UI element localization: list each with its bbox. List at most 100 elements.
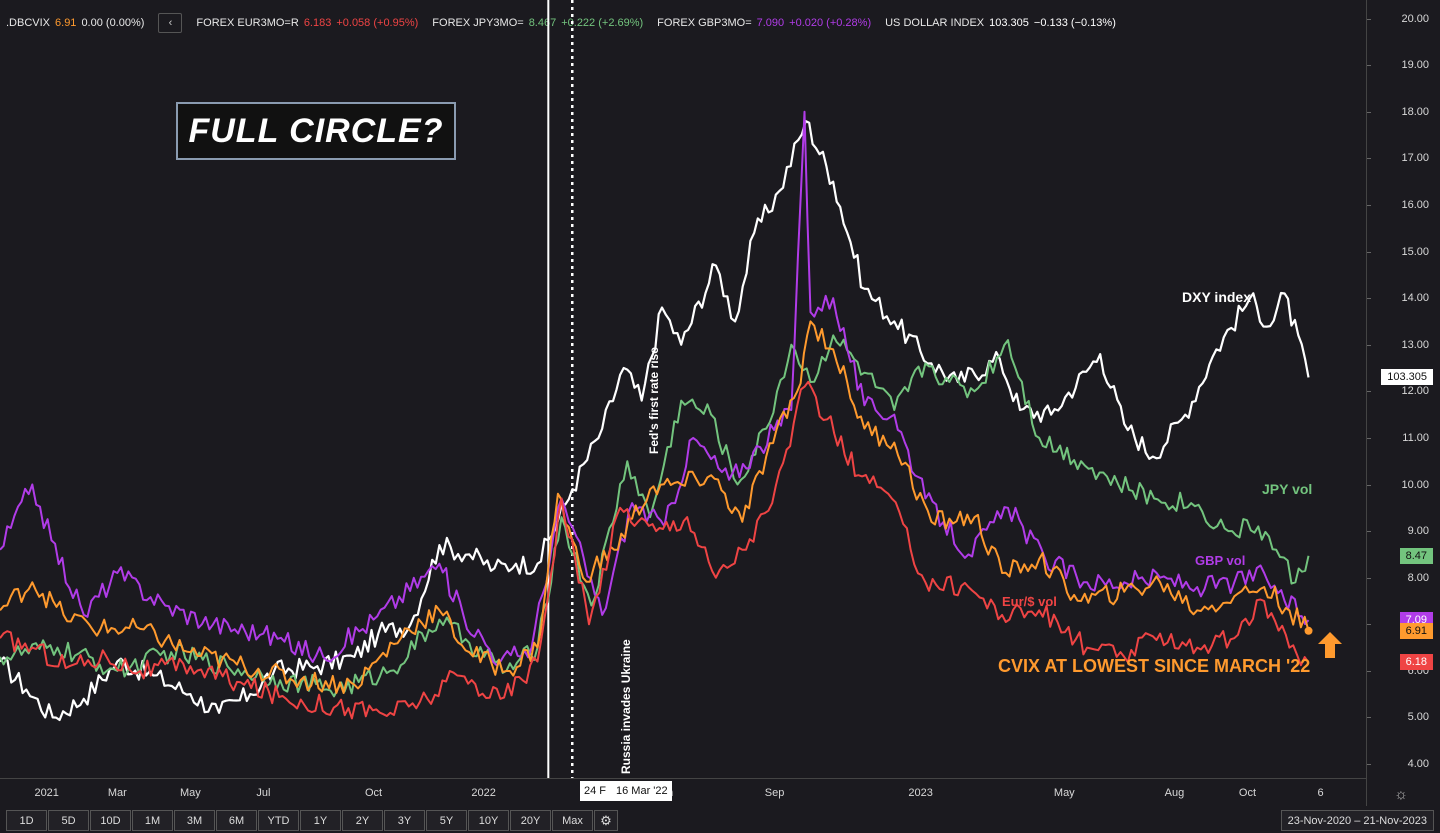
- last-value-badge: 103.305: [1381, 369, 1433, 386]
- legend-value: 7.090: [756, 17, 785, 29]
- fed-date-marker: 16 Mar '22: [612, 781, 672, 801]
- y-tick-mark: [1367, 670, 1371, 672]
- cvix-annotation: CVIX AT LOWEST SINCE MARCH '22: [998, 656, 1311, 676]
- series-line-forex-jpy3mo-[interactable]: [0, 334, 1310, 698]
- y-tick-label: 13.00: [1401, 338, 1429, 351]
- chart-title-box: FULL CIRCLE?: [176, 102, 456, 160]
- x-tick-label: Aug: [1164, 787, 1185, 799]
- y-tick-mark: [1367, 391, 1371, 393]
- series-line-forex-eur3mo-r[interactable]: [0, 380, 1310, 720]
- x-tick-label: May: [1053, 787, 1075, 799]
- range-button-10d[interactable]: 10D: [90, 810, 131, 831]
- y-tick-label: 4.00: [1407, 758, 1429, 771]
- legend-name: FOREX GBP3MO=: [657, 17, 752, 29]
- gbp-annotation: GBP vol: [1195, 553, 1246, 568]
- range-button-1d[interactable]: 1D: [6, 810, 47, 831]
- y-axis[interactable]: 4.005.006.007.008.009.0010.0011.0012.001…: [1366, 0, 1440, 806]
- chart-title: FULL CIRCLE?: [188, 111, 444, 150]
- y-tick-mark: [1367, 111, 1371, 113]
- x-tick-label: Mar: [107, 787, 127, 799]
- y-tick-mark: [1367, 65, 1371, 67]
- y-tick-label: 14.00: [1401, 292, 1429, 305]
- legend-value: 8.467: [528, 17, 557, 29]
- legend-value: 103.305: [989, 17, 1029, 29]
- x-tick-label: 6: [1317, 787, 1324, 799]
- jpy-annotation: JPY vol: [1262, 481, 1313, 497]
- series-line-forex-gbp3mo-[interactable]: [0, 110, 1310, 667]
- x-tick-label: Oct: [364, 787, 383, 799]
- range-button-6m[interactable]: 6M: [216, 810, 257, 831]
- legend-bar: .DBCVIX 6.91 0.00 (0.00%) ‹ FOREX EUR3MO…: [6, 12, 1116, 34]
- x-axis[interactable]: 2021MarMayJulOct2022JunSep2023MayAugOct6: [0, 778, 1366, 807]
- y-tick-label: 15.00: [1401, 245, 1429, 258]
- legend-change: +0.222 (+2.69%): [561, 17, 644, 29]
- y-tick-label: 20.00: [1401, 12, 1429, 25]
- y-tick-mark: [1367, 204, 1371, 206]
- y-tick-mark: [1367, 344, 1371, 346]
- y-tick-mark: [1367, 437, 1371, 439]
- range-toolbar: 1D 5D 10D 1M 3M 6M YTD 1Y 2Y 3Y 5Y 10Y 2…: [0, 806, 1440, 833]
- legend-value: 6.91: [55, 17, 77, 29]
- range-button-1y[interactable]: 1Y: [300, 810, 341, 831]
- legend-item-eur[interactable]: FOREX EUR3MO=R 6.183 +0.058 (+0.95%): [196, 17, 418, 29]
- dxy-annotation: DXY index: [1182, 289, 1251, 305]
- legend-name: FOREX EUR3MO=R: [196, 17, 299, 29]
- range-button-20y[interactable]: 20Y: [510, 810, 551, 831]
- russia-event-label: Russia invades Ukraine: [619, 639, 633, 774]
- y-tick-mark: [1367, 624, 1371, 626]
- arrow-up-icon: [1318, 632, 1342, 658]
- range-button-1m[interactable]: 1M: [132, 810, 173, 831]
- series-line--dbcvix[interactable]: [0, 320, 1310, 694]
- legend-name: FOREX JPY3MO=: [432, 17, 524, 29]
- legend-item-dbcvix[interactable]: .DBCVIX 6.91 0.00 (0.00%): [6, 17, 144, 29]
- last-value-badge: 6.91: [1399, 622, 1433, 639]
- legend-change: 0.00 (0.00%): [81, 17, 145, 29]
- fed-event-label: Fed's first rate rise: [647, 347, 661, 454]
- x-tick-label: 2023: [908, 787, 933, 799]
- y-tick-label: 12.00: [1401, 385, 1429, 398]
- y-tick-mark: [1367, 531, 1371, 533]
- y-tick-mark: [1367, 764, 1371, 766]
- range-button-5d[interactable]: 5D: [48, 810, 89, 831]
- series-line-us-dollar-index[interactable]: [0, 120, 1310, 722]
- y-tick-label: 10.00: [1401, 478, 1429, 491]
- legend-item-dxy[interactable]: US DOLLAR INDEX 103.305 −0.133 (−0.13%): [885, 17, 1116, 29]
- y-tick-label: 17.00: [1401, 152, 1429, 165]
- range-button-10y[interactable]: 10Y: [468, 810, 509, 831]
- x-tick-label: 2022: [471, 787, 496, 799]
- range-button-2y[interactable]: 2Y: [342, 810, 383, 831]
- range-button-max[interactable]: Max: [552, 810, 593, 831]
- y-tick-mark: [1367, 18, 1371, 20]
- legend-change: +0.020 (+0.28%): [789, 17, 872, 29]
- y-tick-label: 16.00: [1401, 198, 1429, 211]
- y-tick-mark: [1367, 251, 1371, 253]
- y-tick-mark: [1367, 577, 1371, 579]
- range-button-3y[interactable]: 3Y: [384, 810, 425, 831]
- y-tick-mark: [1367, 484, 1371, 486]
- y-tick-label: 5.00: [1407, 711, 1429, 724]
- legend-item-gbp[interactable]: FOREX GBP3MO= 7.090 +0.020 (+0.28%): [657, 17, 871, 29]
- legend-item-jpy[interactable]: FOREX JPY3MO= 8.467 +0.222 (+2.69%): [432, 17, 643, 29]
- legend-change: +0.058 (+0.95%): [336, 17, 419, 29]
- chevron-left-icon[interactable]: ‹: [158, 13, 183, 33]
- chart-plot-area[interactable]: [0, 0, 1366, 778]
- range-button-ytd[interactable]: YTD: [258, 810, 299, 831]
- range-button-3m[interactable]: 3M: [174, 810, 215, 831]
- y-tick-label: 19.00: [1401, 59, 1429, 72]
- range-button-5y[interactable]: 5Y: [426, 810, 467, 831]
- gear-icon[interactable]: ⚙: [594, 810, 618, 831]
- last-value-badge: 8.47: [1399, 547, 1433, 564]
- legend-name: .DBCVIX: [6, 17, 51, 29]
- x-tick-label: Sep: [764, 787, 785, 799]
- sun-settings-icon[interactable]: ☼: [1394, 786, 1408, 803]
- y-tick-mark: [1367, 158, 1371, 160]
- y-tick-label: 9.00: [1407, 525, 1429, 538]
- y-tick-mark: [1367, 717, 1371, 719]
- x-tick-label: Oct: [1238, 787, 1257, 799]
- y-tick-label: 11.00: [1402, 431, 1429, 444]
- date-range-display[interactable]: 23-Nov-2020 – 21-Nov-2023: [1280, 810, 1434, 831]
- last-value-badge: 6.18: [1399, 654, 1433, 671]
- cvix-endpoint-dot: [1304, 626, 1313, 635]
- x-tick-label: May: [179, 787, 201, 799]
- y-tick-label: 8.00: [1407, 571, 1429, 584]
